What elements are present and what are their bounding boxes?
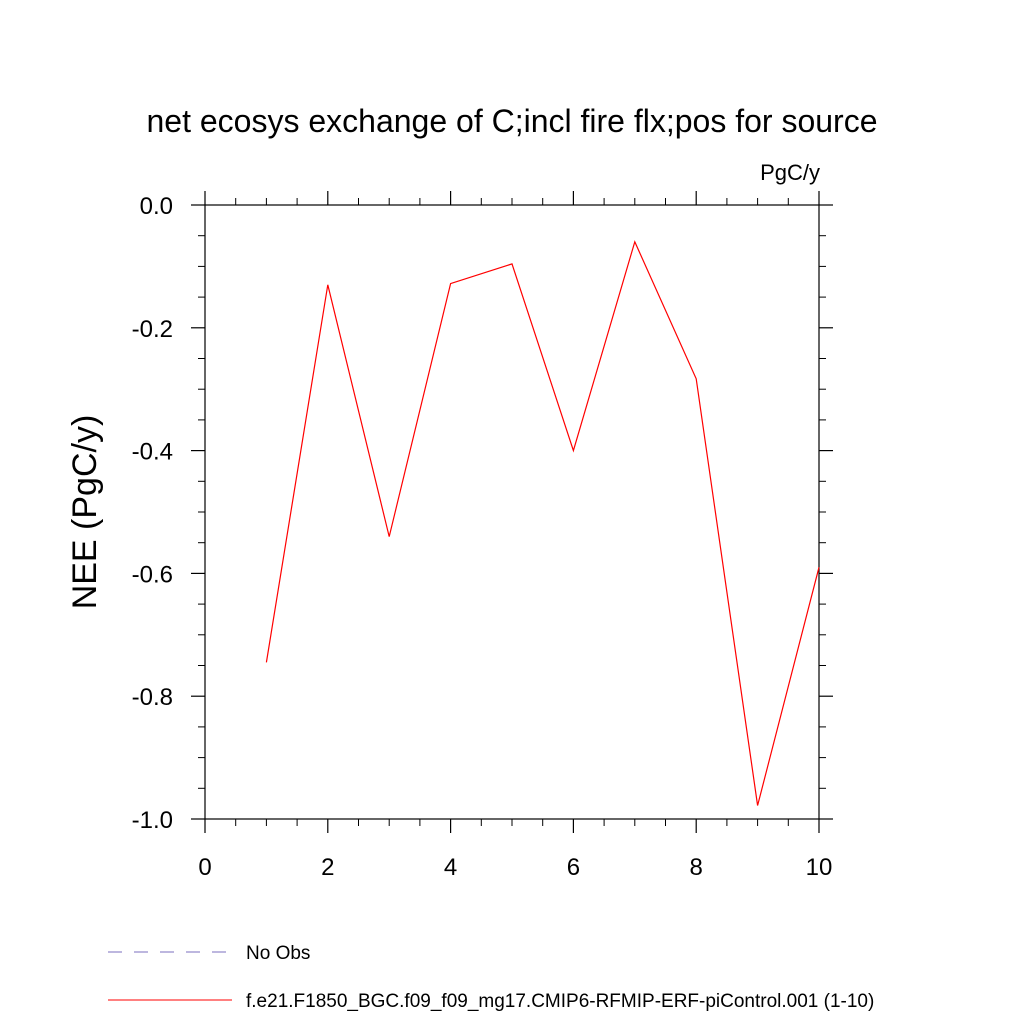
series-layer bbox=[265, 240, 820, 806]
y-tick-label: -0.6 bbox=[132, 561, 173, 588]
y-tick-label: -0.2 bbox=[132, 316, 173, 343]
y-tick-label: 0.0 bbox=[140, 193, 173, 220]
y-tick-label: -0.8 bbox=[132, 684, 173, 711]
x-tick-label: 0 bbox=[198, 854, 211, 881]
x-tick-label: 2 bbox=[321, 854, 334, 881]
series-line bbox=[265, 240, 820, 806]
units-label: PgC/y bbox=[760, 160, 820, 185]
chart-title: net ecosys exchange of C;incl fire flx;p… bbox=[146, 103, 877, 139]
x-tick-label: 6 bbox=[567, 854, 580, 881]
legend-label: No Obs bbox=[246, 943, 310, 964]
x-tick-label: 4 bbox=[444, 854, 457, 881]
y-tick-label: -0.4 bbox=[132, 439, 173, 466]
y-axis-label: NEE (PgC/y) bbox=[66, 415, 104, 610]
x-tick-label: 8 bbox=[690, 854, 703, 881]
y-tick-label: -1.0 bbox=[132, 807, 173, 834]
legend-label: f.e21.F1850_BGC.f09_f09_mg17.CMIP6-RFMIP… bbox=[246, 991, 874, 1012]
plot-frame bbox=[204, 204, 820, 820]
legend: No Obs f.e21.F1850_BGC.f09_f09_mg17.CMIP6… bbox=[108, 943, 874, 1012]
axis-ticks: 0 2 4 6 8 10 0.0 -0.2 -0.4 -0.6 -0.8 -1.0 bbox=[132, 191, 833, 881]
x-tick-label: 10 bbox=[806, 854, 833, 881]
